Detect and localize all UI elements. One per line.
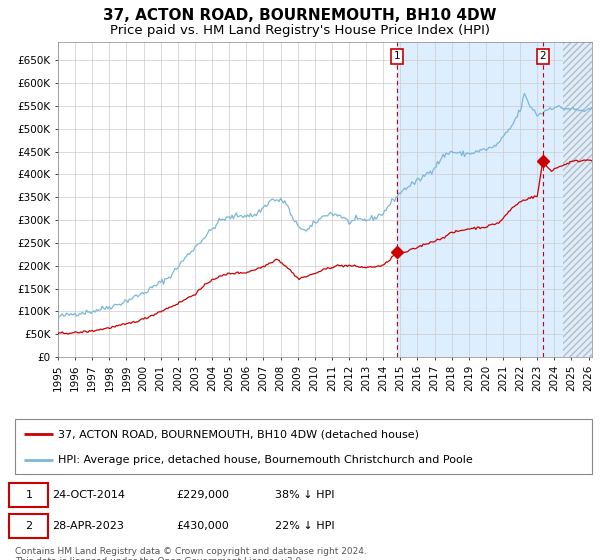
Text: 28-APR-2023: 28-APR-2023 [53, 521, 124, 531]
Text: 37, ACTON ROAD, BOURNEMOUTH, BH10 4DW (detached house): 37, ACTON ROAD, BOURNEMOUTH, BH10 4DW (d… [58, 430, 419, 440]
Text: £430,000: £430,000 [176, 521, 229, 531]
Text: 22% ↓ HPI: 22% ↓ HPI [275, 521, 334, 531]
FancyBboxPatch shape [15, 419, 592, 474]
Text: 37, ACTON ROAD, BOURNEMOUTH, BH10 4DW: 37, ACTON ROAD, BOURNEMOUTH, BH10 4DW [103, 8, 497, 23]
Text: 1: 1 [25, 490, 32, 500]
Text: 38% ↓ HPI: 38% ↓ HPI [275, 490, 334, 500]
Text: Contains HM Land Registry data © Crown copyright and database right 2024.
This d: Contains HM Land Registry data © Crown c… [15, 547, 367, 560]
Text: 2: 2 [25, 521, 32, 531]
FancyBboxPatch shape [9, 514, 49, 538]
Bar [397, 42, 592, 357]
Text: 1: 1 [394, 51, 401, 61]
Text: HPI: Average price, detached house, Bournemouth Christchurch and Poole: HPI: Average price, detached house, Bour… [58, 455, 473, 465]
Text: 2: 2 [539, 51, 546, 61]
FancyBboxPatch shape [9, 483, 49, 507]
Text: £229,000: £229,000 [176, 490, 230, 500]
Text: 24-OCT-2014: 24-OCT-2014 [53, 490, 125, 500]
Text: Price paid vs. HM Land Registry's House Price Index (HPI): Price paid vs. HM Land Registry's House … [110, 24, 490, 37]
Bar [563, 42, 592, 357]
